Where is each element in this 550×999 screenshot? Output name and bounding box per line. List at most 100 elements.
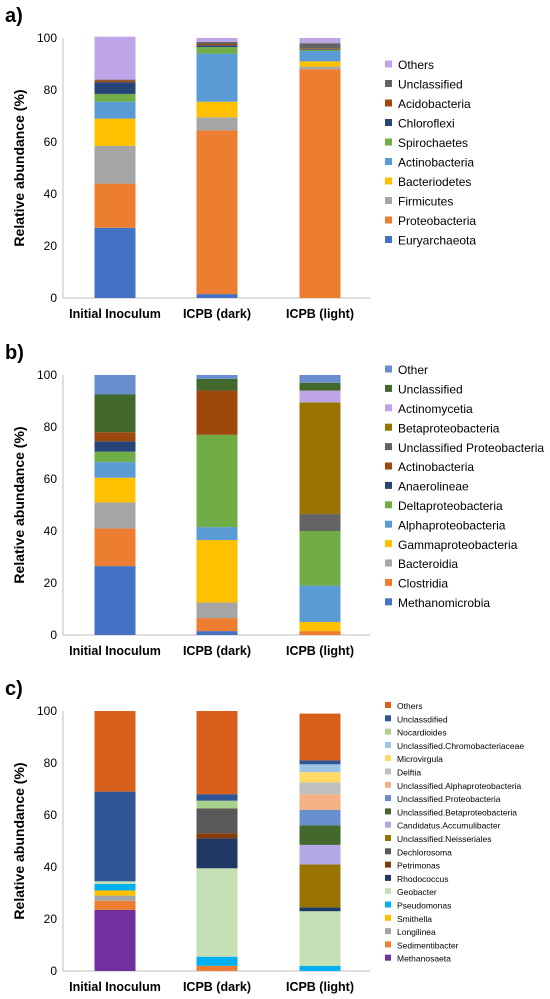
panel-label: b) — [5, 342, 24, 364]
legend-swatch — [385, 197, 392, 204]
bar-segment — [196, 794, 238, 801]
bar-stack — [94, 375, 136, 635]
bar-segment — [299, 514, 341, 531]
legend-swatch — [385, 755, 391, 762]
legend-label: Spirochaetes — [398, 136, 468, 150]
legend-label: Unclassified Proteobacteria — [398, 441, 544, 455]
bar-segment — [299, 825, 341, 845]
legend-label: Acidobacteria — [398, 97, 471, 111]
y-tick-label: 20 — [44, 239, 58, 253]
bar-segment — [94, 441, 136, 452]
legend-swatch — [385, 158, 392, 165]
y-tick-label: 0 — [50, 628, 57, 642]
bar-segment — [94, 566, 136, 635]
legend-item: Unclassified.Alphaproteobacteria — [385, 781, 522, 791]
legend-label: Geobacter — [397, 887, 437, 897]
bar-segment — [196, 41, 238, 44]
legend-item: Delftia — [385, 767, 421, 777]
legend-label: Unclassified.Neisseriales — [397, 834, 491, 844]
legend-swatch — [385, 888, 391, 895]
legend-label: Longilinea — [397, 927, 436, 937]
legend-swatch — [385, 715, 391, 722]
legend-label: Others — [398, 58, 434, 72]
y-tick-label: 40 — [44, 524, 58, 538]
legend-label: Actinobacteria — [398, 460, 474, 474]
legend-swatch — [385, 821, 391, 828]
bar-segment — [196, 527, 238, 541]
chart-panel-2: b) Relative abundance (%) 0 20 40 60 80 100 Init… — [5, 342, 544, 658]
y-tick-label: 100 — [37, 31, 57, 45]
legend-label: Methanosaeta — [397, 954, 451, 964]
bar-segment — [94, 394, 136, 433]
bar-segment — [299, 713, 341, 761]
bar-segment — [94, 80, 136, 83]
legend-label: Proteobacteria — [398, 214, 476, 228]
bar-segment — [196, 833, 238, 839]
bar-segment — [196, 631, 238, 635]
bar-segment — [299, 61, 341, 67]
legend-item: Dechlorosoma — [385, 847, 452, 857]
chart-panel-1: a) Relative abundance (%) 0 20 40 60 80 100 Init… — [5, 5, 476, 321]
bar-segment — [196, 378, 238, 391]
legend-swatch — [385, 874, 391, 881]
bar-segment — [299, 794, 341, 810]
bar-segment — [94, 477, 136, 503]
legend-label: Candidatus.Accumulibacter — [397, 821, 501, 831]
y-tick-label: 20 — [44, 912, 58, 926]
legend-swatch — [385, 540, 392, 548]
legend-label: Actinobacteria — [398, 156, 474, 170]
bar-stack — [196, 38, 238, 298]
legend-label: Betaproteobacteria — [398, 421, 500, 435]
bar-segment — [299, 864, 341, 908]
y-tick-label: 20 — [44, 576, 58, 590]
legend-swatch — [385, 781, 391, 788]
legend-item: Others — [385, 701, 423, 711]
bar-segment — [94, 101, 136, 119]
x-category-label: Initial Inoculum — [69, 980, 161, 994]
legend-item: Deltaproteobacteria — [385, 499, 503, 513]
legend-label: Rhodococcus — [397, 874, 449, 884]
bar-stack — [299, 375, 341, 635]
y-tick-label: 100 — [37, 368, 57, 382]
bar-segment — [299, 809, 341, 826]
bar-segment — [196, 868, 238, 957]
bar-segment — [94, 36, 136, 80]
bar-segment — [299, 66, 341, 70]
legend-item: Smithella — [385, 914, 432, 924]
bar-stack — [299, 38, 341, 298]
legend-item: Other — [385, 363, 428, 377]
bar-segment — [196, 711, 238, 795]
y-axis-title: Relative abundance (%) — [11, 89, 27, 246]
bar-segment — [299, 382, 341, 391]
legend-label: Anaerolineae — [398, 480, 469, 494]
legend-item: Sedimentibacter — [385, 940, 459, 950]
legend-label: Other — [398, 363, 428, 377]
legend-swatch — [385, 914, 391, 921]
bar-segment — [299, 51, 341, 62]
y-tick-label: 60 — [44, 808, 58, 822]
bar-segment — [299, 49, 341, 51]
panel-label: a) — [5, 5, 23, 27]
legend-item: Gammaproteobacteria — [385, 538, 518, 552]
y-tick-label: 80 — [44, 83, 58, 97]
chart-panel-3: c) Relative abundance (%) 0 20 40 60 80 100 Init… — [5, 678, 524, 994]
legend-label: Smithella — [397, 914, 432, 924]
x-category-label: Initial Inoculum — [69, 307, 161, 321]
legend: Others Unclassified Acidobacteria Chlorofle… — [385, 58, 476, 248]
y-tick-label: 60 — [44, 472, 58, 486]
bar-segment — [94, 890, 136, 896]
bar-segment — [196, 53, 238, 102]
legend-label: Clostridia — [398, 577, 448, 591]
bar-segment — [299, 38, 341, 44]
bar-segment — [94, 183, 136, 228]
legend-label: Pseudomonas — [397, 900, 451, 910]
bar-segment — [94, 462, 136, 478]
legend-swatch — [385, 741, 391, 748]
bar-segment — [196, 375, 238, 379]
legend-item: Proteobacteria — [385, 214, 476, 228]
legend-label: Bacteriodetes — [398, 175, 471, 189]
legend-label: Unclassified.Proteobacteria — [397, 794, 501, 804]
bar-segment — [94, 93, 136, 102]
bar-segment — [299, 585, 341, 622]
legend-swatch — [385, 119, 392, 126]
